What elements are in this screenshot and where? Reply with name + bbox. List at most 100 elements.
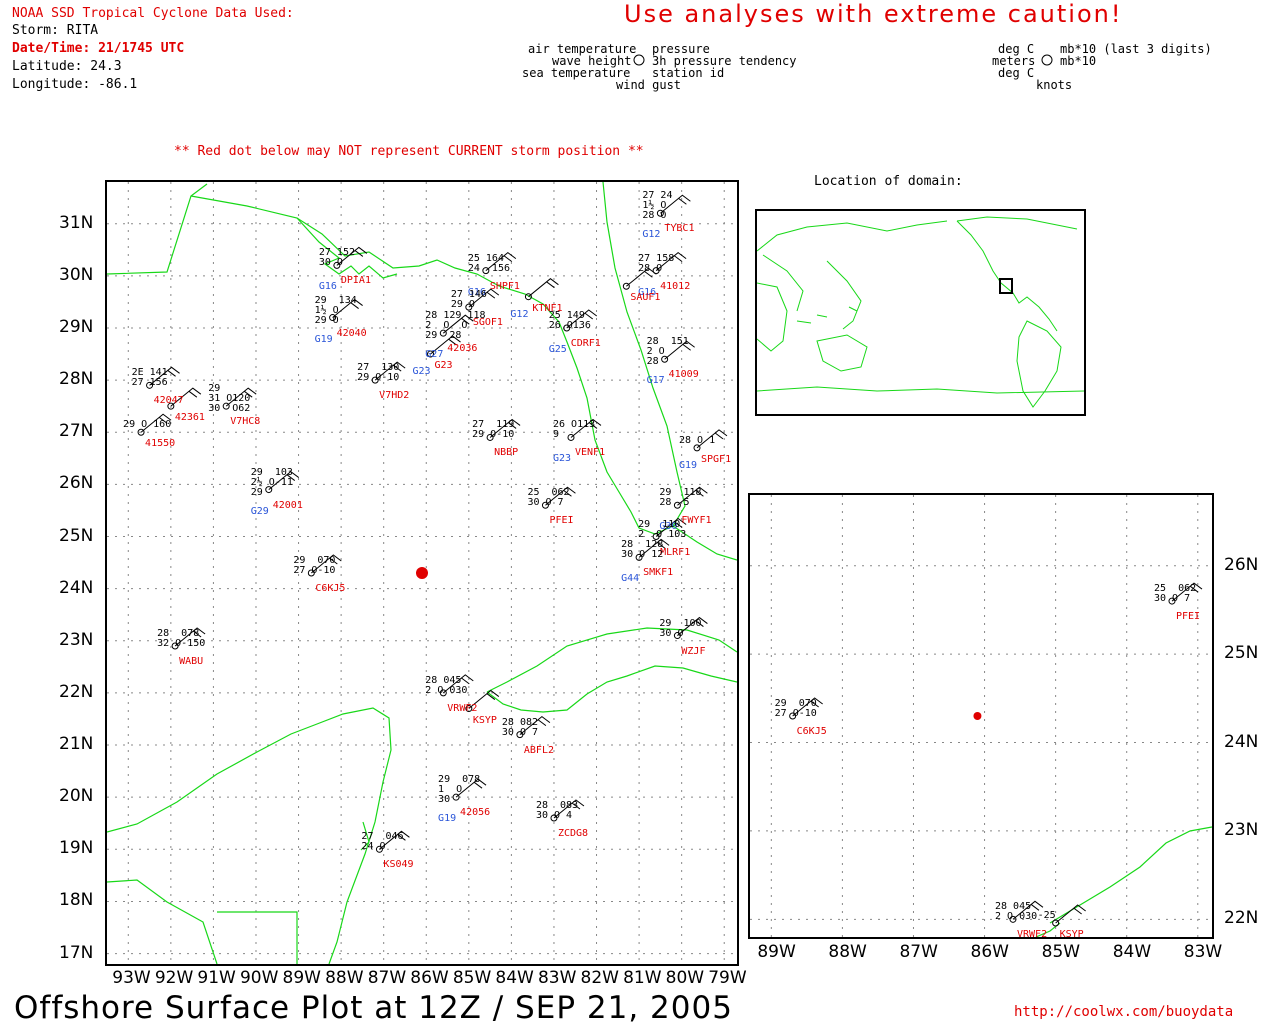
station-id-label[interactable]: PFEI: [549, 515, 574, 527]
domain-box: [999, 278, 1013, 294]
station-obs-text: 27 152: [318, 247, 355, 259]
station-id-label[interactable]: 42047: [153, 395, 184, 407]
world-inset-canvas: [757, 216, 1084, 408]
legend-unit-circle-icon: [1041, 54, 1053, 66]
station-id-label[interactable]: SHPF1: [489, 280, 520, 292]
wind-barb: [570, 418, 602, 438]
station-circle: [1009, 915, 1017, 923]
station-id-label[interactable]: 42036: [447, 343, 478, 355]
station-id-label[interactable]: C6KJ5: [796, 726, 827, 737]
station-circle: [222, 402, 230, 410]
lon-axis-label: 81W: [623, 968, 662, 988]
station-circle: [452, 793, 460, 801]
main-map[interactable]: 27 152 30 O DPIA1 G16 29 134 1½ O 29 O 42040 G19…: [105, 180, 739, 966]
lat-axis-label: 19N: [59, 838, 94, 859]
station-id-label[interactable]: CDRF1: [570, 337, 601, 349]
lon-axis-label: 83W: [537, 968, 577, 988]
station-id-label[interactable]: KS049: [383, 859, 414, 871]
lon-axis-label: 93W: [112, 968, 151, 988]
station-id-label[interactable]: FWYF1: [681, 515, 712, 527]
zoom-map[interactable]: 29 070 27 O-10 C6KJ5 25 062 30 O 7 PFEI 28 045…: [748, 493, 1214, 939]
station-id-label[interactable]: NBBP: [494, 447, 519, 459]
us-gulf-coastline: [107, 182, 686, 535]
legend-air-temp: air temperature: [528, 42, 637, 56]
lon-axis-label: 92W: [154, 968, 194, 988]
station-obs-text: 28 045: [994, 901, 1032, 913]
wind-barb: [442, 314, 474, 334]
buoy-group-label: G30: [659, 521, 678, 533]
station-id-label[interactable]: VRWF2: [447, 702, 478, 714]
station-id-label[interactable]: PFEI: [1176, 611, 1201, 623]
station-id-label[interactable]: KSYP: [1059, 929, 1084, 939]
wind-barb: [664, 340, 695, 360]
station-obs-text: 30 O 7: [1154, 593, 1191, 605]
legend-pressure-tendency: 3h pressure tendency: [652, 54, 797, 68]
station-circle: [333, 261, 341, 269]
station-id-label[interactable]: SPGF1: [701, 453, 732, 465]
station-id-label[interactable]: DPIA1: [340, 275, 371, 287]
station-id-label[interactable]: 42001: [272, 499, 303, 511]
station-circle: [673, 632, 681, 640]
storm-position-dot[interactable]: [416, 567, 428, 579]
station-obs-text: 28: [646, 356, 659, 368]
station-id-label[interactable]: KTNF1: [532, 302, 563, 314]
station-id-label[interactable]: SMKF1: [643, 567, 674, 579]
station-obs-text: 29 O: [314, 314, 339, 326]
buoy-group-label: G12: [510, 308, 529, 320]
buoy-group-label: G19: [438, 813, 457, 825]
station-obs-text: 30 O: [659, 627, 684, 639]
station-obs-text: 28 151: [646, 336, 689, 348]
station-id-label[interactable]: ZCDG8: [557, 828, 589, 840]
station-id-label[interactable]: G23: [434, 360, 453, 372]
station-id-label[interactable]: 42040: [336, 327, 367, 339]
wind-barb: [485, 251, 517, 272]
buoy-group-label: G19: [314, 333, 333, 345]
zoom-lon-axis-label: 88W: [828, 942, 867, 962]
world-inset-map: [755, 209, 1086, 416]
station-id-label[interactable]: KSYP: [472, 714, 497, 726]
station-id-label[interactable]: 42361: [174, 412, 205, 424]
station-id-label[interactable]: MLRF1: [660, 546, 691, 558]
station-id-label[interactable]: SGOF1: [472, 317, 503, 329]
lon-axis-label: 87W: [367, 968, 407, 988]
station-circle: [524, 293, 532, 301]
station-obs-text: 29 103: [250, 466, 293, 478]
station-obs-text: 2 O 030: [425, 684, 468, 696]
zoom-storm-position-dot[interactable]: [973, 712, 982, 720]
source-url-link[interactable]: http://coolwx.com/buoydata: [1014, 1004, 1234, 1020]
zoom-cuba-coastline: [1049, 826, 1212, 924]
station-id-label[interactable]: 42056: [460, 807, 491, 819]
station-id-label[interactable]: VENF1: [574, 447, 606, 459]
lon-axis-label: 82W: [580, 968, 619, 988]
lat-axis-label: 24N: [59, 577, 94, 598]
station-id-label[interactable]: WABU: [179, 655, 204, 667]
station-id-label[interactable]: C6KJ5: [315, 583, 346, 594]
station-circle: [693, 444, 701, 452]
station-id-label[interactable]: 41009: [668, 369, 699, 381]
guatemala-border: [217, 911, 298, 964]
lat-axis-label: 25N: [59, 525, 94, 546]
station-id-label[interactable]: V7HD2: [379, 390, 410, 402]
station-id-label[interactable]: ABFL2: [523, 744, 554, 756]
wind-barb: [430, 335, 461, 355]
station-circle: [567, 433, 575, 441]
station-obs-text: 28 O: [638, 262, 663, 274]
station-obs-text: 29 110: [638, 518, 681, 530]
station-obs-text: 29 118: [659, 487, 702, 499]
station-id-label[interactable]: SAUF1: [630, 292, 661, 304]
wind-barb: [268, 470, 300, 490]
station-id-label[interactable]: 41550: [145, 438, 176, 450]
station-id-label[interactable]: 41012: [660, 280, 691, 292]
legend-unit-meters: meters: [992, 54, 1036, 68]
station-obs-text: 25 062: [1154, 583, 1197, 595]
station-id-label[interactable]: V7HC8: [230, 416, 261, 428]
station-id-label[interactable]: TYBC1: [664, 223, 695, 235]
legend-station-circle-icon: [633, 54, 645, 66]
station-circle: [482, 267, 490, 275]
station-obs-text: 27 O-10: [293, 565, 336, 576]
legend-pressure: pressure: [652, 42, 710, 56]
station-id-label[interactable]: WZJF: [681, 645, 706, 657]
wind-barb: [677, 486, 708, 506]
station-obs-text: 9: [552, 429, 560, 441]
station-id-label[interactable]: VRWF2: [1016, 929, 1048, 939]
